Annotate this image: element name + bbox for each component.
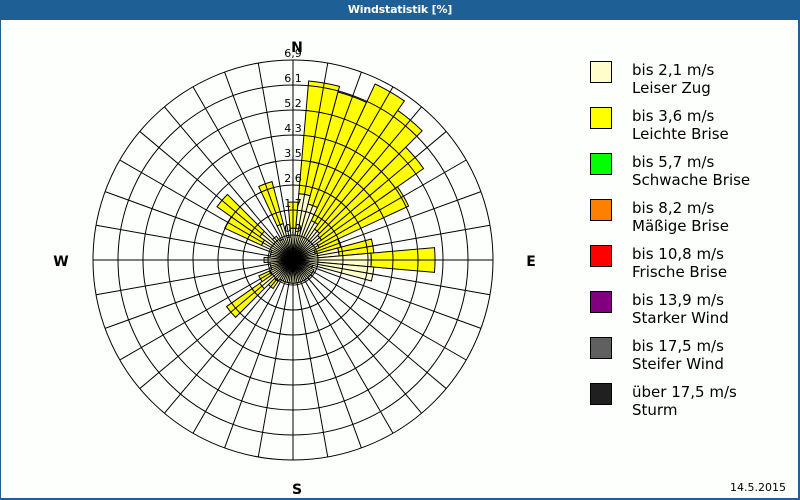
window-title: Windstatistik [%] [347, 3, 453, 16]
grid-spoke [192, 86, 294, 261]
compass-e: E [526, 254, 536, 270]
legend-label: bis 17,5 m/s [632, 337, 724, 355]
compass-s: S [292, 482, 302, 498]
legend-label: bis 3,6 m/s [632, 107, 715, 125]
grid-spoke [292, 191, 482, 261]
legend-label: bis 10,8 m/s [632, 245, 724, 263]
grid-spoke [164, 106, 294, 261]
rose-petal [310, 83, 406, 226]
grid-spoke [95, 259, 294, 296]
grid-spoke [224, 259, 294, 449]
grid-spoke [164, 259, 294, 414]
legend-sublabel: Leiser Zug [632, 79, 711, 97]
ring-label: 6,1 [284, 72, 302, 85]
grid-spoke [257, 62, 294, 261]
legend-label: bis 5,7 m/s [632, 153, 715, 171]
date-label: 14.5.2015 [730, 481, 786, 494]
grid-spoke [292, 159, 467, 261]
grid-spoke [292, 106, 422, 261]
legend-label: bis 8,2 m/s [632, 199, 715, 217]
grid-spoke [292, 259, 467, 361]
legend-sublabel: Schwache Brise [632, 171, 751, 189]
legend-swatch [590, 61, 612, 83]
ring-label: 2,6 [284, 172, 302, 185]
grid-spoke [292, 259, 394, 434]
ring-label: 4,3 [284, 122, 302, 135]
grid-spoke [292, 224, 491, 261]
legend-sublabel: Frische Brise [632, 263, 728, 281]
legend-label: bis 13,9 m/s [632, 291, 724, 309]
grid-spoke [292, 259, 447, 389]
grid-spoke [292, 259, 329, 458]
grid-spoke [104, 191, 294, 261]
center-dot [290, 257, 296, 263]
legend-sublabel: Starker Wind [632, 309, 729, 327]
ring-label: 1,7 [284, 197, 302, 210]
ring-label: 5,2 [284, 97, 302, 110]
grid-spoke [104, 259, 294, 329]
legend-sublabel: Mäßige Brise [632, 217, 729, 235]
grid-spoke [119, 259, 294, 361]
grid-spoke [257, 259, 294, 458]
compass-n: N [291, 40, 303, 56]
legend-sublabel: Sturm [632, 401, 678, 419]
grid-spoke [292, 131, 447, 261]
grid-spoke [192, 259, 294, 434]
grid-spoke [292, 259, 362, 449]
ring-label: 0,9 [284, 222, 302, 235]
grid-spoke [292, 259, 491, 296]
grid-spoke [139, 259, 294, 389]
legend-swatch [590, 245, 612, 267]
legend-label: über 17,5 m/s [632, 383, 737, 401]
ring-label: 3,5 [284, 147, 302, 160]
grid-spoke [139, 131, 294, 261]
grid-spoke [119, 159, 294, 261]
legend-swatch [590, 383, 612, 405]
grid-spoke [292, 86, 394, 261]
chart-panel: 0,9 1,7 2,6 3,5 4,3 5,2 6,1 6,9 N E S W bis 2,1 m/s… [1, 20, 798, 498]
legend-swatch [590, 153, 612, 175]
ring-label: 6,9 [284, 47, 302, 60]
legend-sublabel: Leichte Brise [632, 125, 729, 143]
grid-spoke [292, 259, 482, 329]
legend-label: bis 2,1 m/s [632, 61, 715, 79]
grid-spoke [224, 71, 294, 261]
legend-swatch [590, 337, 612, 359]
grid-spoke [292, 62, 329, 261]
grid-spoke [95, 224, 294, 261]
legend-swatch [590, 291, 612, 313]
compass-w: W [53, 254, 68, 270]
rose-petal [258, 180, 284, 227]
legend-swatch [590, 199, 612, 221]
legend-sublabel: Steifer Wind [632, 355, 724, 373]
wind-rose-chart: 0,9 1,7 2,6 3,5 4,3 5,2 6,1 6,9N E S W [53, 40, 536, 498]
grid-spoke [292, 259, 422, 414]
legend-swatch [590, 107, 612, 129]
grid-spoke [292, 71, 362, 261]
